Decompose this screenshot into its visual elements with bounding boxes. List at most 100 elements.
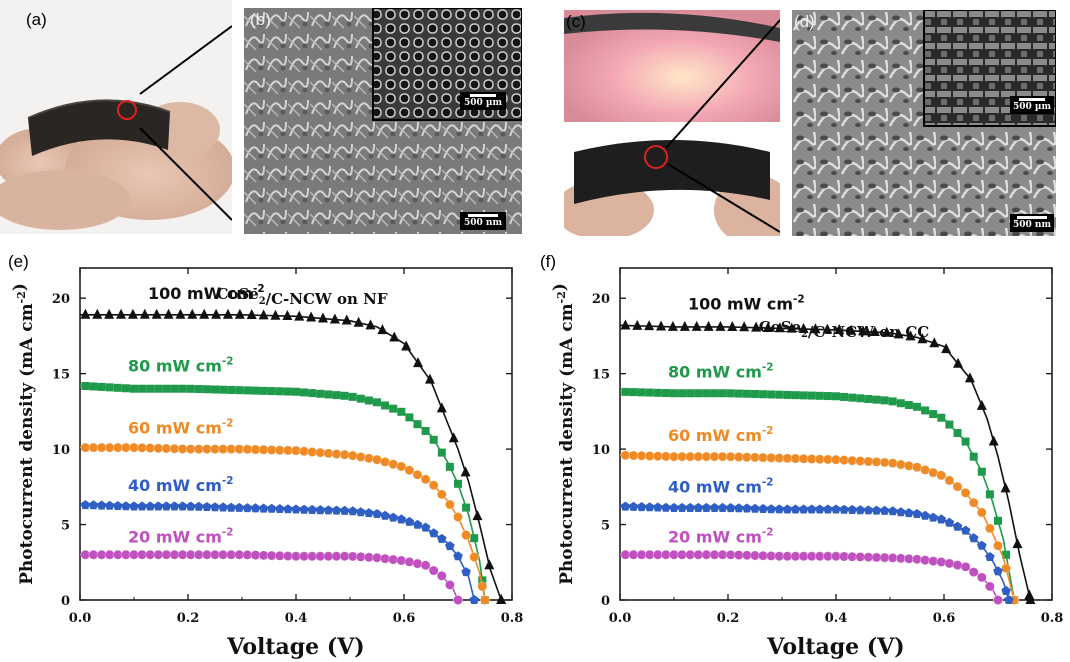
data-point [913,402,921,411]
scalebar-b: 500 nm [460,212,506,230]
data-point [355,551,366,562]
data-point [944,475,955,486]
data-point [968,567,979,577]
data-point [840,392,849,401]
data-point [921,406,930,415]
data-point [656,320,667,331]
data-point [691,320,702,331]
data-point [767,390,776,399]
data-point [953,357,964,368]
plot-title: CoSe2/C-NCW on CC [759,318,930,341]
data-point [266,503,277,513]
series-60: 60 mW cm-2 [80,418,490,605]
data-point [952,481,963,492]
data-point [227,385,236,394]
data-point [178,384,187,393]
data-point [462,503,471,512]
data-point [960,487,971,498]
data-point [347,450,358,461]
data-point [920,510,930,520]
data-point [324,390,333,399]
chart-f: 0.0 0.2 0.4 0.6 0.8 0 5 10 15 20 Voltage (V) Photoc… [550,267,1063,660]
data-point [751,321,762,332]
data-point [113,383,122,392]
data-point [1004,595,1014,604]
data-point [80,308,91,319]
series-label: 20 mW cm-2 [128,527,233,547]
inset-scalebar-d-label: 500 µm [1012,102,1052,112]
data-point [478,576,487,585]
data-point [929,337,940,348]
data-point [242,503,253,513]
data-point [960,525,971,535]
data-point [896,399,905,408]
data-point [782,504,793,514]
data-point [420,474,431,485]
x-tick-label: 0.0 [69,611,92,626]
data-point [424,373,435,384]
data-point [620,319,631,330]
x-tick-label: 0.8 [501,611,524,626]
data-point [679,320,690,331]
data-point [928,556,939,566]
data-point [445,462,454,471]
data-point [985,581,995,592]
data-point [855,505,866,515]
data-point [151,308,162,319]
data-point [139,308,150,319]
series-label: 100 mW cm-2 [688,293,805,313]
data-point [847,504,857,514]
data-point [775,390,784,399]
y-tick-label: 20 [592,292,610,307]
sem-image-b [244,8,522,234]
series-80: 80 mW cm-2 [619,362,1019,604]
data-point [715,320,726,331]
data-point [186,384,195,393]
data-point [226,502,236,512]
data-point [396,555,407,566]
data-point [421,426,430,435]
data-point [790,504,801,514]
data-point [941,343,952,354]
data-point [405,413,414,422]
data-point [904,460,914,471]
data-point [976,399,987,410]
series-label: 60 mW cm-2 [668,425,773,445]
panel-label-e: (e) [8,252,29,271]
data-point [480,595,490,605]
data-point [413,420,422,429]
data-point [686,389,695,398]
data-point [388,512,398,522]
data-point [348,392,357,401]
data-point [364,508,374,518]
data-point [968,497,979,508]
sem-texture-b [244,8,522,234]
data-point [380,553,390,564]
data-point [444,499,455,510]
data-point [944,517,955,527]
data-point [645,388,654,397]
data-point [105,383,114,392]
data-point [912,554,922,565]
data-point [694,389,703,398]
data-point [993,566,1003,576]
charts-svg: 0.0 0.2 0.4 0.6 0.8 0 5 10 15 20 Voltage (V) Photoc… [10,267,1063,660]
data-point [412,519,423,529]
data-point [758,503,768,513]
data-point [917,333,928,344]
y-tick-label: 5 [601,519,610,534]
data-point [96,500,107,510]
y-tick-label: 10 [52,443,70,458]
data-point [283,504,293,514]
data-point [250,503,261,513]
series-20: 20 mW cm-2 [80,527,463,605]
data-point [436,489,447,500]
data-point [299,504,309,514]
data-point [222,308,233,319]
data-point [170,384,179,393]
data-point [993,540,1003,551]
data-point [372,454,382,465]
data-point [774,322,785,333]
data-point [848,393,857,402]
data-point [299,446,309,457]
